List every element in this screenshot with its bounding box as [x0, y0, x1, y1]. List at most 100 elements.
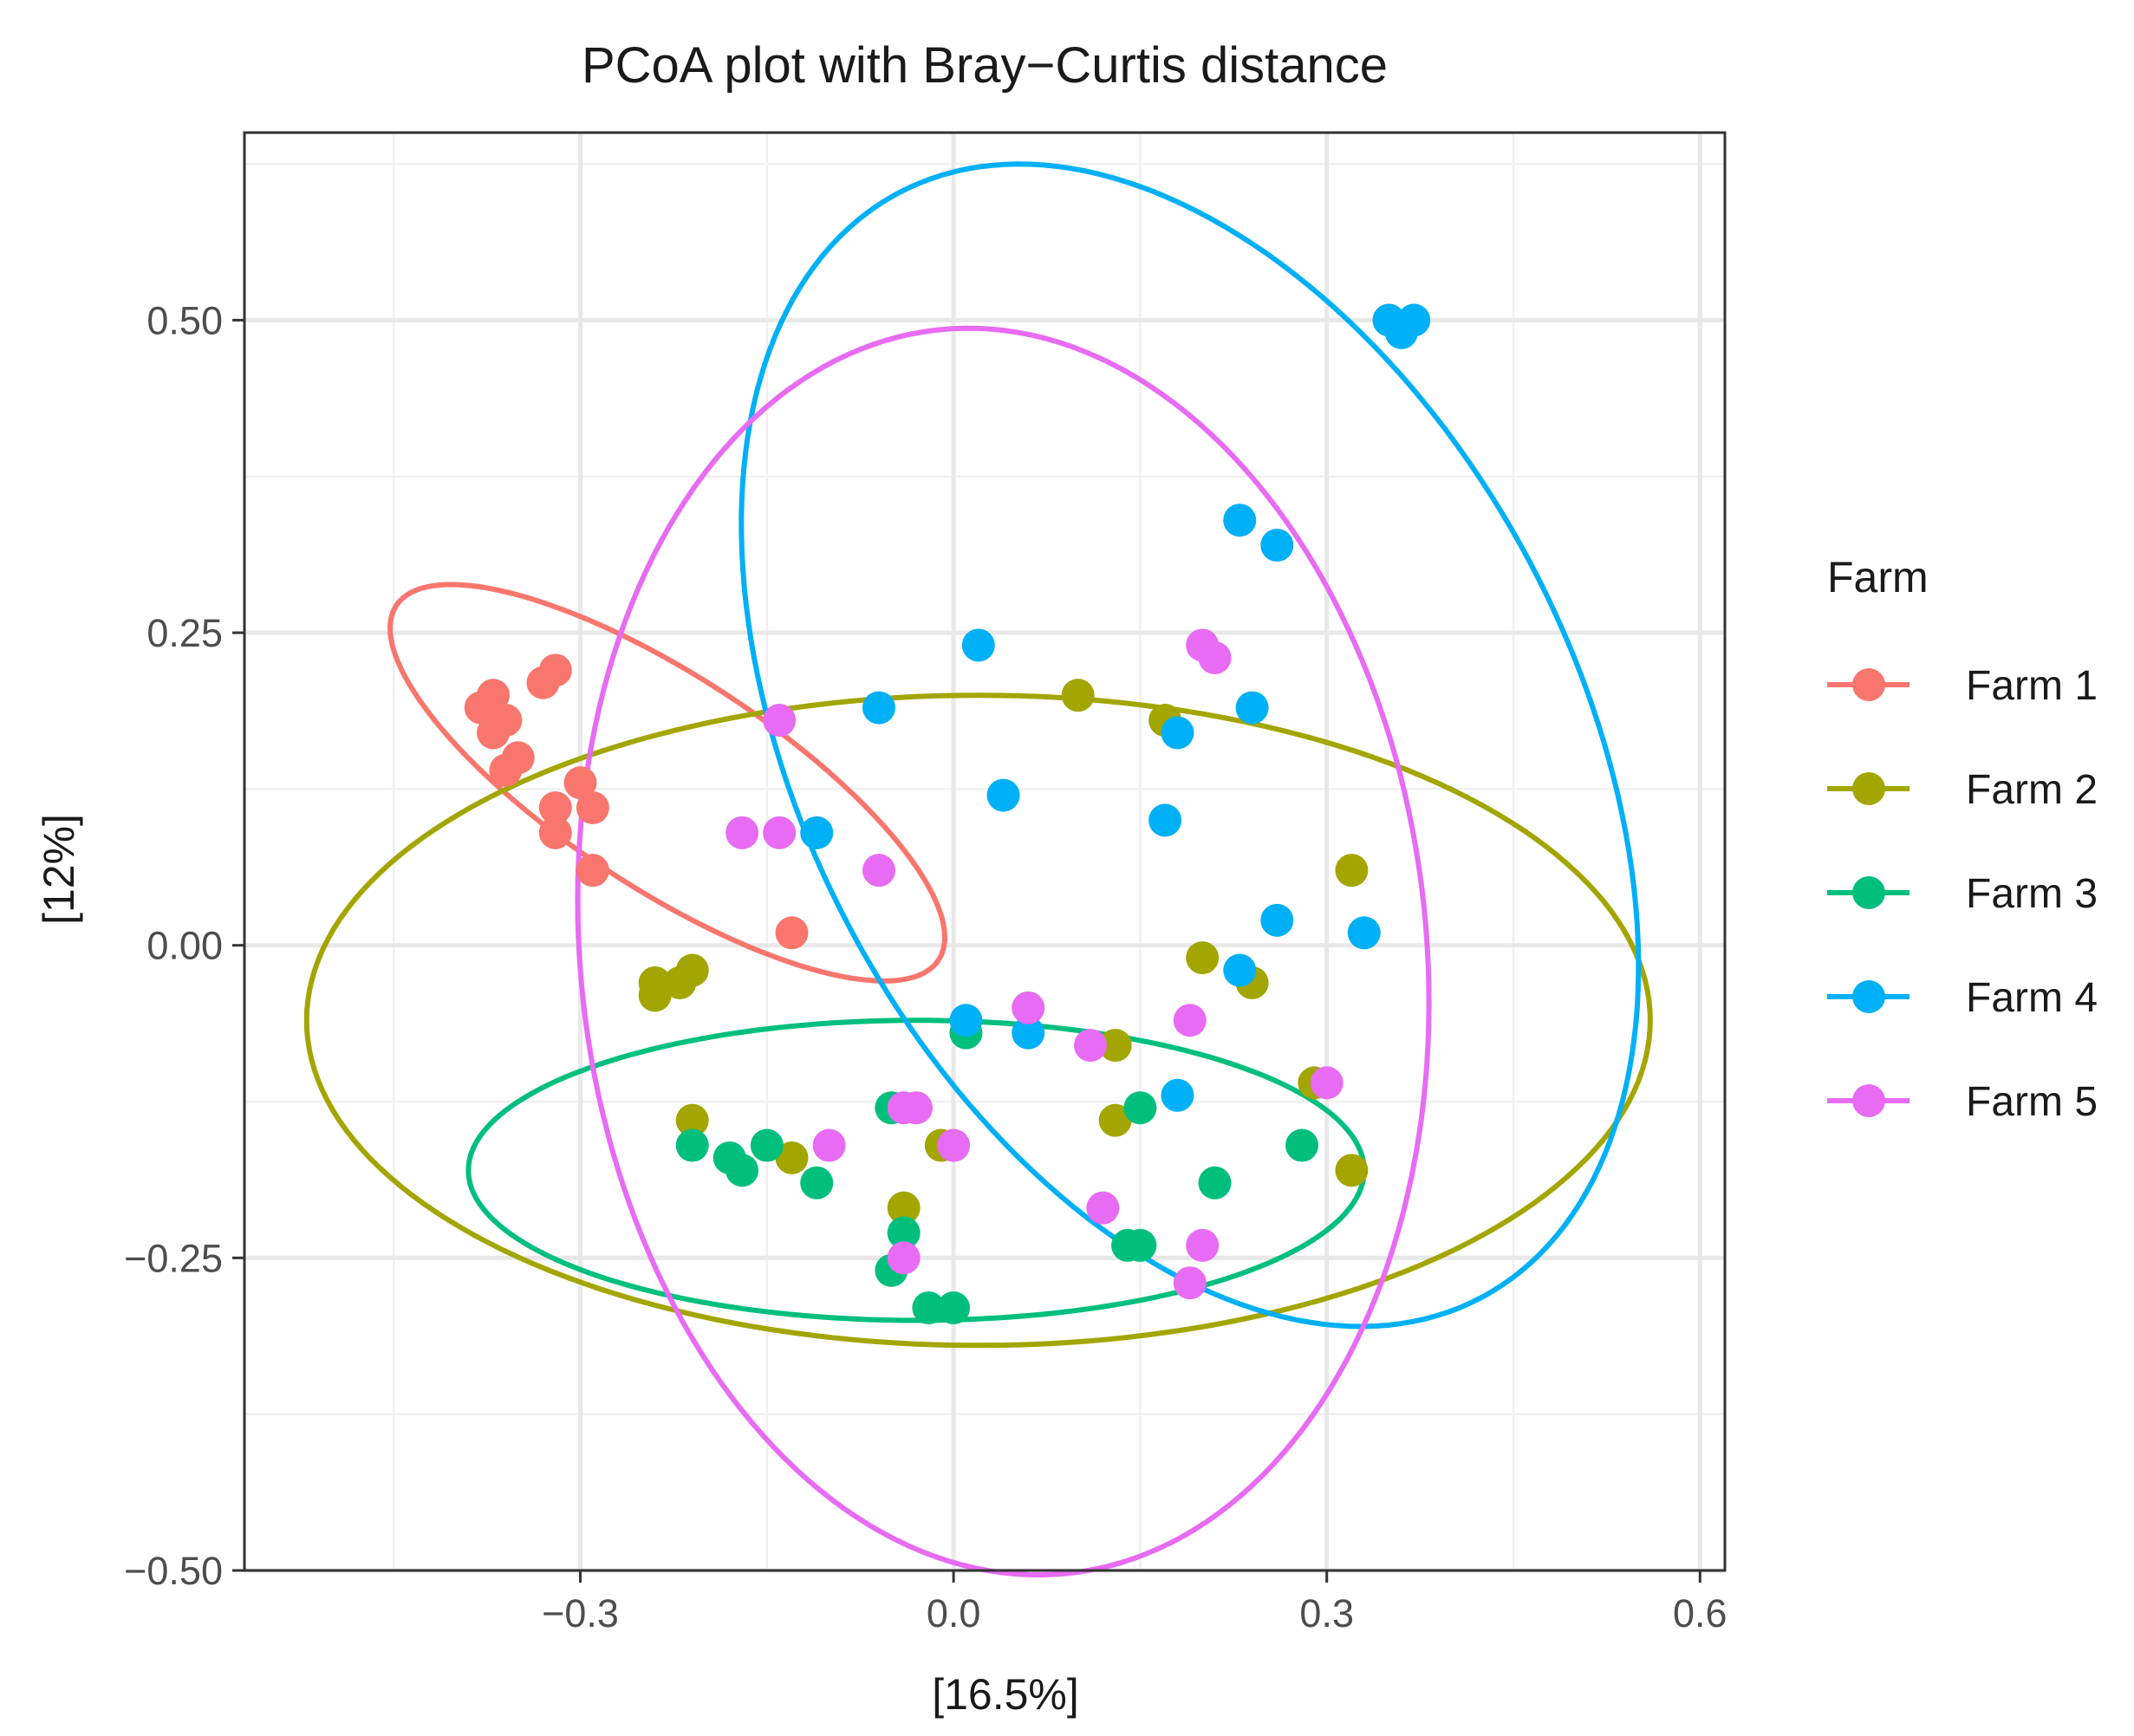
point-farm-4	[986, 778, 1020, 812]
ellipse-farm-5	[575, 325, 1432, 1578]
point-farm-5	[937, 1128, 971, 1162]
point-farm-5	[725, 816, 759, 849]
point-farm-4	[1223, 953, 1257, 987]
x-tick-label: −0.3	[542, 1591, 619, 1635]
legend-marker	[1852, 876, 1885, 909]
point-farm-3	[912, 1291, 946, 1325]
y-tick-label: 0.50	[146, 298, 223, 342]
y-axis-ticks: −0.50 −0.25 0.00 0.25 0.50	[124, 298, 244, 1593]
legend-marker	[1852, 1084, 1885, 1117]
ellipse-farm-1	[387, 582, 947, 984]
x-tick-label: 0.6	[1673, 1591, 1727, 1635]
point-farm-4	[800, 816, 834, 849]
point-farm-2	[1186, 941, 1220, 975]
point-farm-5	[763, 816, 797, 849]
point-farm-2	[1098, 1029, 1132, 1063]
point-farm-1	[477, 716, 511, 750]
point-farm-4	[1397, 303, 1431, 337]
legend-title: Farm	[1827, 553, 1929, 601]
legend-label: Farm 2	[1966, 767, 2098, 813]
point-farm-1	[576, 854, 609, 888]
point-farm-1	[538, 653, 572, 687]
point-farm-4	[1161, 716, 1194, 750]
y-axis-label: [12%]	[35, 814, 83, 925]
point-farm-1	[538, 791, 572, 825]
point-farm-3	[887, 1216, 921, 1250]
point-farm-4	[1235, 691, 1269, 725]
point-farm-5	[1074, 1029, 1107, 1063]
point-farm-5	[862, 854, 895, 888]
point-farm-4	[949, 1004, 983, 1037]
x-tick-label: 0.3	[1299, 1591, 1354, 1635]
point-farm-5	[1186, 1228, 1220, 1262]
point-farm-4	[1161, 1078, 1194, 1112]
point-farm-1	[538, 816, 572, 849]
point-farm-4	[1223, 504, 1257, 537]
legend: Farm Farm 1 Farm 2 Farm 3 Farm 4 Farm 5	[1827, 553, 2098, 1125]
ellipse-farm-3	[465, 1018, 1367, 1323]
legend-marker	[1852, 668, 1885, 701]
grid-major	[244, 133, 1725, 1573]
point-farm-4	[961, 628, 995, 662]
point-farm-4	[1148, 803, 1182, 837]
grid-minor	[244, 133, 1725, 1570]
chart-title: PCoA plot with Bray−Curtis distance	[582, 37, 1388, 94]
point-farm-3	[1123, 1228, 1157, 1262]
point-farm-5	[1086, 1191, 1120, 1225]
point-farm-3	[750, 1128, 784, 1162]
point-farm-3	[1123, 1091, 1157, 1125]
ellipse-farm-4	[738, 161, 1642, 1330]
legend-label: Farm 4	[1966, 975, 2098, 1021]
y-tick-label: −0.25	[124, 1236, 223, 1280]
legend-marker	[1852, 980, 1885, 1013]
point-farm-4	[1260, 903, 1294, 937]
point-farm-5	[763, 704, 797, 738]
point-farm-5	[1310, 1066, 1344, 1100]
point-farm-2	[1061, 679, 1095, 712]
y-tick-label: −0.50	[124, 1549, 223, 1593]
point-farm-3	[937, 1291, 971, 1325]
point-farm-3	[800, 1166, 834, 1200]
x-axis-ticks: −0.3 0.0 0.3 0.6	[542, 1570, 1727, 1635]
point-farm-2	[775, 1141, 809, 1174]
point-farm-1	[576, 791, 609, 825]
legend-items: Farm 1 Farm 2 Farm 3 Farm 4 Farm 5	[1827, 663, 2098, 1125]
point-farm-5	[887, 1241, 921, 1275]
point-farm-3	[675, 1128, 709, 1162]
point-farm-4	[1260, 529, 1294, 562]
point-farm-1	[563, 766, 597, 800]
x-tick-label: 0.0	[927, 1591, 981, 1635]
legend-label: Farm 5	[1966, 1079, 2098, 1125]
y-tick-label: 0.25	[146, 611, 223, 655]
point-farm-5	[1198, 640, 1232, 674]
point-farm-2	[638, 979, 672, 1012]
ellipse-farm-2	[303, 692, 1653, 1349]
point-farm-5	[1012, 991, 1045, 1024]
point-farm-4	[1012, 1016, 1045, 1050]
legend-marker	[1852, 772, 1885, 805]
point-farm-1	[489, 753, 523, 787]
point-farm-1	[775, 916, 809, 950]
point-farm-2	[1098, 1103, 1132, 1137]
point-farm-3	[725, 1154, 759, 1187]
point-farm-3	[1285, 1128, 1318, 1162]
point-farm-4	[862, 691, 895, 725]
point-farm-2	[1335, 854, 1369, 888]
x-axis-label: [16.5%]	[932, 1670, 1079, 1719]
point-farm-5	[900, 1091, 934, 1125]
point-farm-5	[1173, 1004, 1207, 1037]
point-farm-3	[1198, 1166, 1232, 1200]
legend-label: Farm 3	[1966, 871, 2098, 917]
point-farm-1	[477, 679, 511, 712]
point-farm-5	[1173, 1266, 1207, 1300]
data-points	[464, 303, 1431, 1325]
point-farm-2	[887, 1191, 921, 1225]
point-farm-2	[1335, 1154, 1369, 1187]
point-farm-2	[675, 953, 709, 987]
point-farm-4	[1347, 916, 1381, 950]
confidence-ellipses	[303, 161, 1653, 1578]
y-tick-label: 0.00	[146, 924, 223, 968]
plot-border	[243, 131, 1727, 1572]
legend-label: Farm 1	[1966, 663, 2098, 709]
